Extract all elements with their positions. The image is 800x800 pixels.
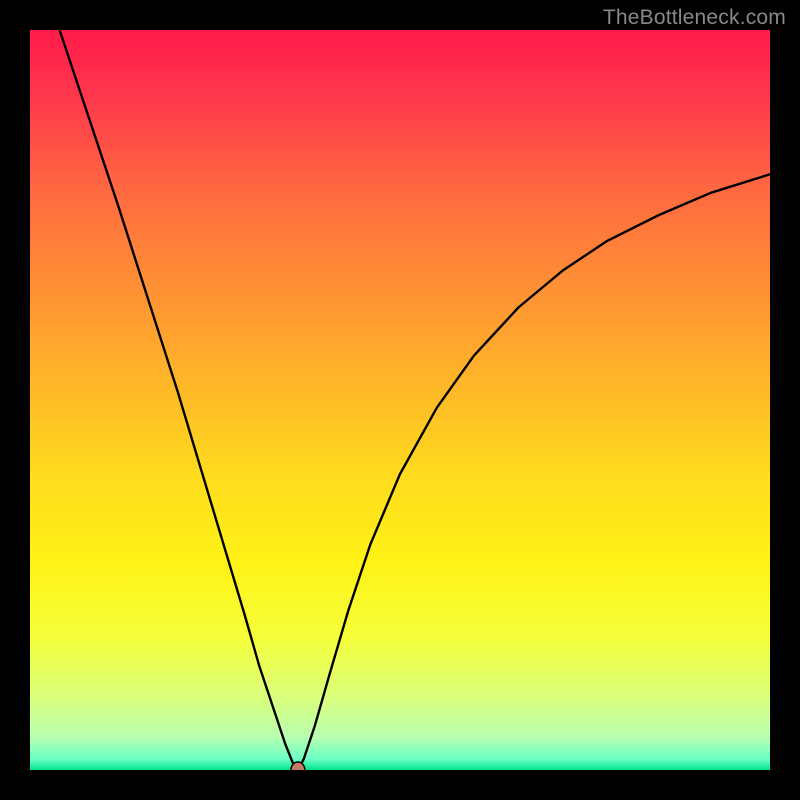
- curve-layer: [30, 30, 770, 770]
- watermark: TheBottleneck.com: [603, 6, 786, 30]
- bottleneck-chart: [30, 30, 770, 770]
- bottleneck-curve: [60, 30, 770, 770]
